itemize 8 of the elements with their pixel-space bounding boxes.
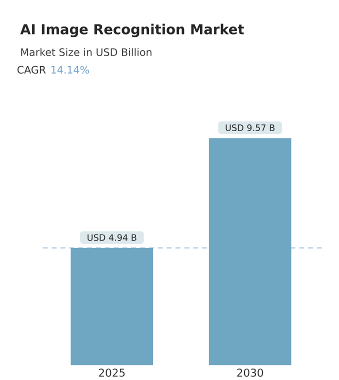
text: CAGR (17, 66, 46, 74)
data-label: USD 4.94 B (88, 234, 136, 241)
x-tick-label: 2030 (237, 368, 264, 377)
data-label: USD 9.57 B (226, 124, 274, 132)
chart-subtitle: Market Size in USD Billion (21, 48, 152, 56)
chart-title: AI Image Recognition Market (20, 24, 244, 38)
x-tick-label: 2025 (98, 368, 125, 377)
text: 14.14% (51, 66, 89, 74)
